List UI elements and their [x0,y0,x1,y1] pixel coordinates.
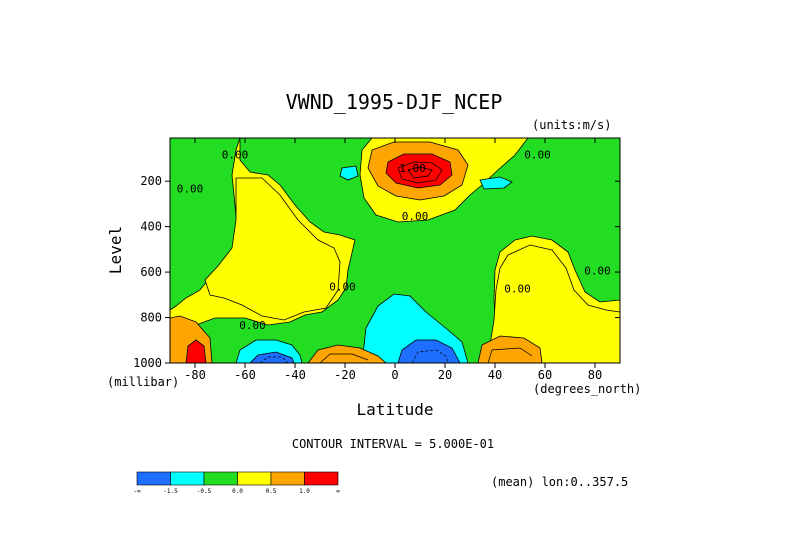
colorbar-swatch [270,471,305,486]
region-yellow-south [204,177,341,321]
region-blue-sh [249,351,295,363]
y-axis: 200 400 600 800 1000 [133,174,620,370]
contour-label: 0.00 [222,148,249,161]
x-tick-label: 0 [391,368,398,382]
inner-contours [259,161,533,363]
y-tick-label: 200 [140,174,162,188]
region-yellow-east [481,244,620,363]
x-axis: -80 -60 -40 -20 0 20 40 60 80 [184,138,602,382]
colorbar-swatch [203,471,238,486]
colorbar-label: 0.0 [232,488,243,495]
x-tick-label: 80 [588,368,602,382]
contour-label: 0.00 [402,210,429,223]
x-tick-label: 40 [488,368,502,382]
contour-label: 0.00 [239,319,266,332]
x-units-label: (degrees_north) [533,382,641,396]
contour-label: 0.00 [329,280,356,293]
region-cyan-aloft-2 [479,176,513,190]
colorbar: -∞ -1.5 -0.5 0.0 0.5 1.0 ∞ [133,471,340,495]
colorbar-label: 1.0 [299,488,310,495]
colorbar-label: ∞ [336,488,340,495]
units-label: (units:m/s) [532,118,611,132]
y-tick-label: 400 [140,220,162,234]
contour-label: 0.00 [177,183,204,196]
contour-field: 0.00 0.00 0.00 0.00 1.00 0.00 0.00 0.00 0.00 [170,138,620,363]
colorbar-label: 0.5 [266,488,277,495]
x-tick-label: -20 [334,368,356,382]
contour-label: 0.00 [524,148,551,161]
region-red-pole [185,339,207,363]
contour-label: 0.00 [584,264,611,277]
mean-label: (mean) lon:0..357.5 [491,475,628,489]
colorbar-swatch [136,471,171,486]
y-axis-label: Level [106,226,125,274]
contour-labels: 0.00 0.00 0.00 0.00 1.00 0.00 0.00 0.00 0.00 [177,148,611,331]
contour-label: 0.00 [504,283,531,296]
x-tick-label: -80 [184,368,206,382]
region-green-central [170,138,620,363]
region-orange-nh [477,335,543,363]
contour-interval-label: CONTOUR INTERVAL = 5.000E-01 [292,437,494,451]
y-units-label: (millibar) [107,375,179,389]
colorbar-swatch [304,471,339,486]
y-tick-label: 800 [140,311,162,325]
colorbar-label: -∞ [133,488,141,495]
region-red-jet [385,153,453,189]
x-tick-label: -60 [234,368,256,382]
x-tick-label: 60 [538,368,552,382]
contour-label: 1.00 [399,162,426,175]
region-blue-equator [397,339,461,363]
y-tick-label: 1000 [133,356,162,370]
colorbar-label: -1.5 [163,488,178,495]
colorbar-swatch [237,471,272,486]
x-tick-label: 20 [438,368,452,382]
chart-title: VWND_1995-DJF_NCEP [286,90,503,114]
colorbar-label: -0.5 [197,488,212,495]
x-axis-label: Latitude [356,400,433,419]
region-cyan-aloft-1 [339,165,359,181]
y-tick-label: 600 [140,265,162,279]
colorbar-swatch [170,471,205,486]
x-tick-label: -40 [284,368,306,382]
